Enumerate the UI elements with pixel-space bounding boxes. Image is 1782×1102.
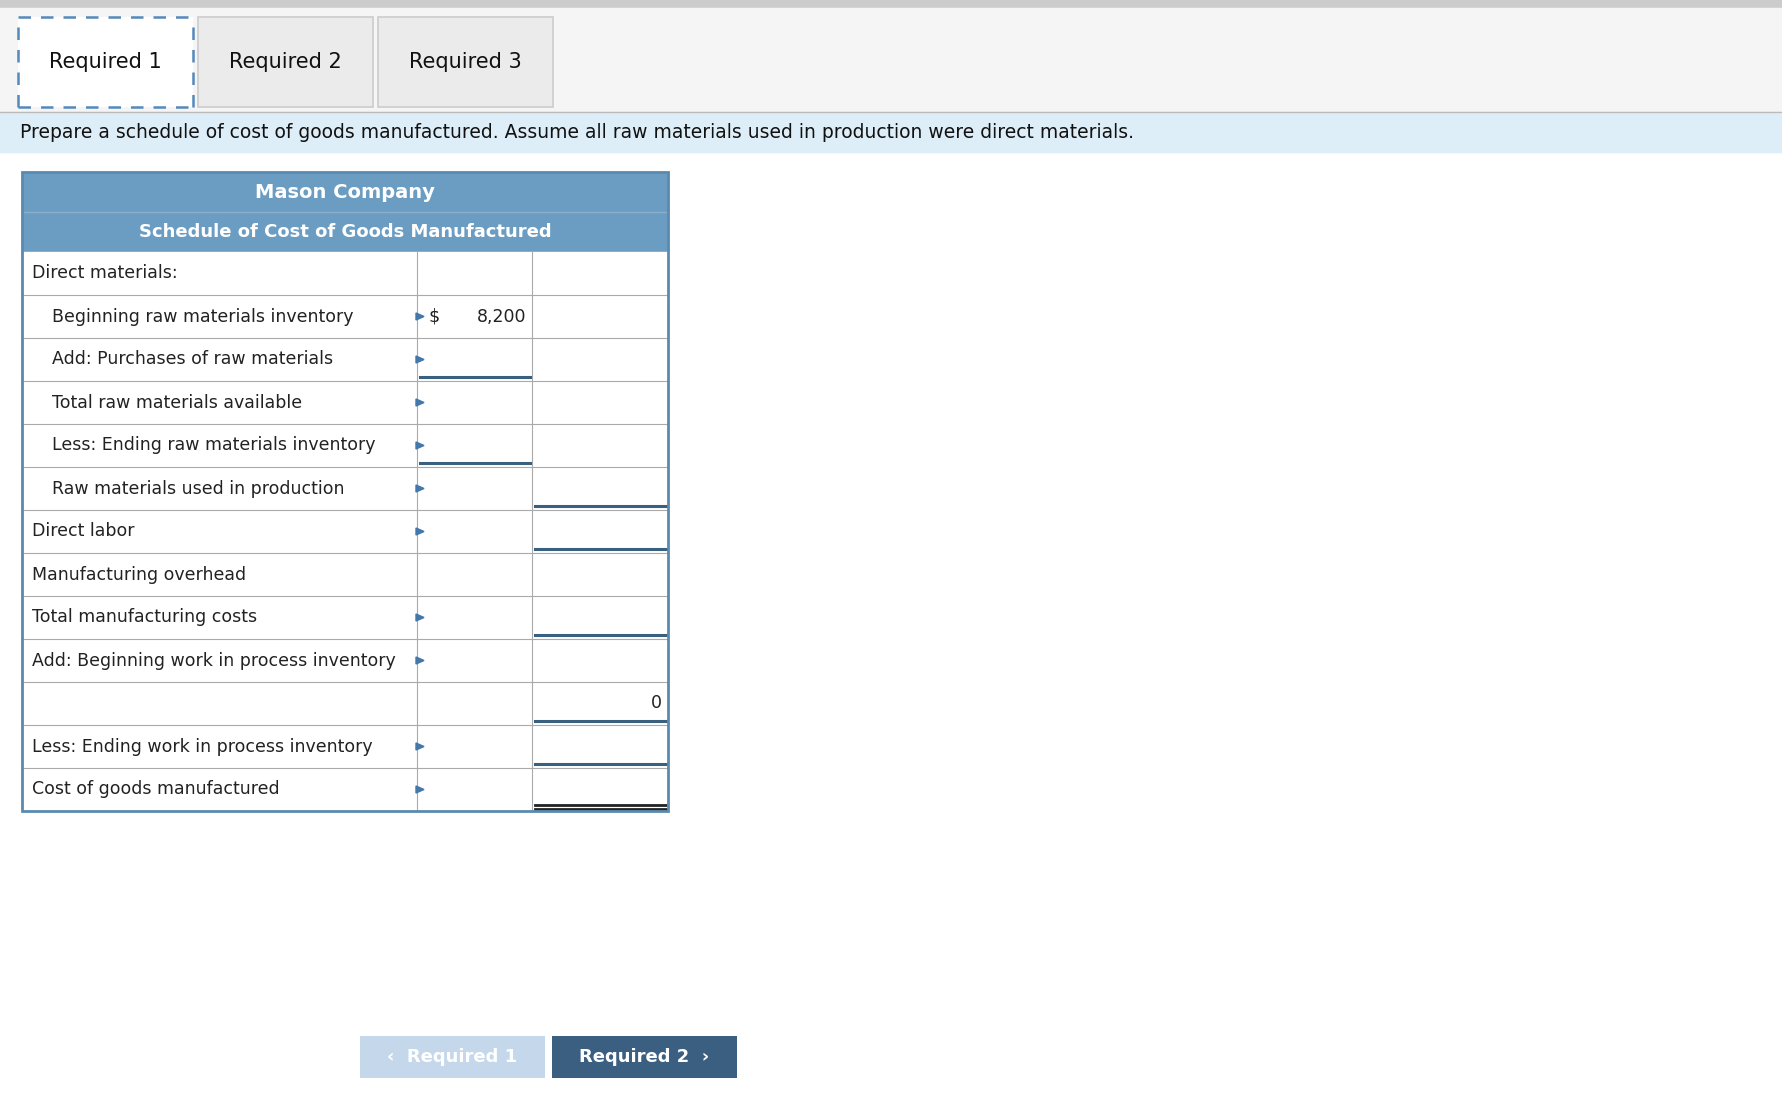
Bar [198,17,372,107]
Bar [378,17,552,107]
Bar [378,17,552,107]
Bar [21,252,668,295]
Bar [21,725,668,768]
Text: 0: 0 [650,694,661,713]
Polygon shape [415,743,424,750]
Text: Raw materials used in production: Raw materials used in production [52,479,344,497]
Text: Required 1: Required 1 [50,52,162,72]
Polygon shape [415,356,424,363]
Bar [552,1036,738,1078]
Polygon shape [415,485,424,491]
Bar [21,424,668,467]
Bar [21,338,668,381]
Bar [0,0,1782,8]
Text: Total manufacturing costs: Total manufacturing costs [32,608,257,627]
Text: ‹  Required 1: ‹ Required 1 [387,1048,517,1066]
Bar [21,172,668,811]
Text: Cost of goods manufactured: Cost of goods manufactured [32,780,280,799]
Text: Total raw materials available: Total raw materials available [52,393,303,411]
Bar [21,768,668,811]
Text: Beginning raw materials inventory: Beginning raw materials inventory [52,307,353,325]
Text: Required 2: Required 2 [230,52,342,72]
Bar [18,17,192,107]
Polygon shape [415,786,424,793]
Text: Less: Ending raw materials inventory: Less: Ending raw materials inventory [52,436,376,454]
Text: Direct materials:: Direct materials: [32,264,178,282]
Bar [360,1036,545,1078]
Bar [21,467,668,510]
Polygon shape [415,399,424,406]
Polygon shape [415,528,424,534]
Bar [21,596,668,639]
Bar [198,17,372,107]
Text: Required 3: Required 3 [410,52,522,72]
Polygon shape [415,442,424,449]
Text: 8,200: 8,200 [476,307,526,325]
Text: $: $ [429,307,440,325]
Bar [21,172,668,212]
Bar [21,212,668,252]
Bar [0,8,1782,112]
Polygon shape [415,614,424,622]
Text: Required 2  ›: Required 2 › [579,1048,709,1066]
Bar [0,112,1782,152]
Text: Add: Beginning work in process inventory: Add: Beginning work in process inventory [32,651,396,670]
Text: Manufacturing overhead: Manufacturing overhead [32,565,246,583]
Bar [21,639,668,682]
Bar [21,295,668,338]
Polygon shape [415,657,424,665]
Bar [21,381,668,424]
Text: Prepare a schedule of cost of goods manufactured. Assume all raw materials used : Prepare a schedule of cost of goods manu… [20,122,1133,141]
Text: Less: Ending work in process inventory: Less: Ending work in process inventory [32,737,372,756]
Text: Add: Purchases of raw materials: Add: Purchases of raw materials [52,350,333,368]
Bar [21,553,668,596]
Bar [21,682,668,725]
Bar [21,510,668,553]
Polygon shape [415,313,424,320]
Text: Direct labor: Direct labor [32,522,134,540]
Text: Mason Company: Mason Company [255,183,435,202]
Text: Schedule of Cost of Goods Manufactured: Schedule of Cost of Goods Manufactured [139,223,551,241]
